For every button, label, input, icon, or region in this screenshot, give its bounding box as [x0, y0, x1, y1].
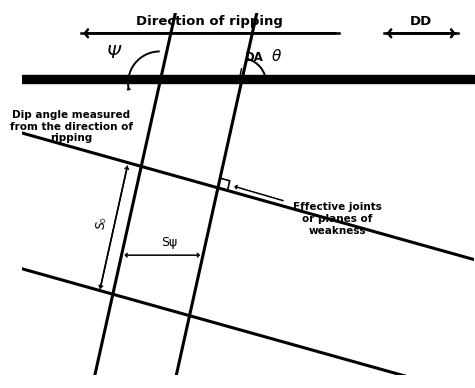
Text: Direction of ripping: Direction of ripping — [136, 15, 283, 28]
Text: DA: DA — [245, 51, 264, 64]
Text: Sψ: Sψ — [161, 236, 177, 249]
Text: θ: θ — [272, 49, 281, 64]
Text: S₀: S₀ — [94, 215, 109, 230]
Text: Dip angle measured
from the direction of
ripping: Dip angle measured from the direction of… — [10, 110, 133, 144]
Text: Ψ: Ψ — [107, 44, 122, 62]
Text: Effective joints
or planes of
weakness: Effective joints or planes of weakness — [293, 202, 381, 236]
Text: DD: DD — [410, 15, 432, 28]
